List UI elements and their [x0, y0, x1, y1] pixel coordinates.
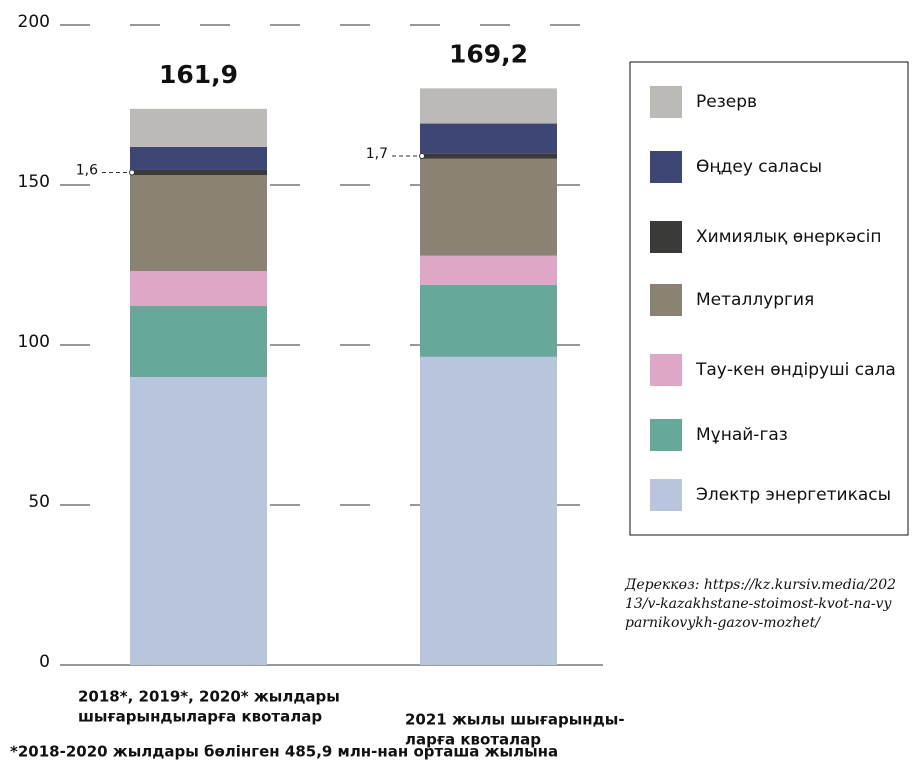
- bar-segment: [420, 158, 557, 256]
- bar-segment: [130, 305, 267, 377]
- total-label: 169,2: [449, 39, 528, 68]
- bar-segment: [420, 153, 557, 159]
- legend-label: Резерв: [696, 92, 757, 112]
- footnote: *2018-2020 жылдары бөлінген 485,9 млн-на…: [10, 743, 558, 761]
- y-tick-label: 100: [18, 332, 50, 352]
- legend-swatch: [650, 151, 682, 183]
- legend-label: Мұнай-газ: [696, 425, 788, 445]
- legend-swatch: [650, 86, 682, 118]
- bar-segment: [130, 377, 267, 665]
- bar-segment: [420, 123, 557, 154]
- legend-swatch: [650, 419, 682, 451]
- bar-segment: [420, 255, 557, 285]
- value-label: 1,7: [366, 146, 388, 162]
- legend-label: Тау-кен өндіруші сала: [695, 360, 896, 380]
- bar-segment: [130, 146, 267, 170]
- source: Дереккөз: https://kz.kursiv.media/202: [624, 577, 896, 593]
- x-tick-label: шығарындыларға квоталар: [78, 708, 322, 726]
- legend-label: Химиялық өнеркәсіп: [696, 227, 881, 247]
- bar-segment: [420, 284, 557, 357]
- bar-segment: [420, 356, 557, 665]
- bar-segment: [130, 271, 267, 306]
- x-tick-label: 2018*, 2019*, 2020* жылдары: [78, 688, 340, 706]
- source: parnikovykh-gazov-mozhet/: [625, 615, 821, 631]
- x-tick-label: 2021 жылы шығарынды-: [405, 711, 625, 729]
- legend-label: Өңдеу саласы: [696, 157, 822, 177]
- y-tick-label: 200: [18, 12, 50, 32]
- legend-label: Электр энергетикасы: [696, 485, 891, 505]
- y-tick-label: 150: [18, 172, 50, 192]
- total-label: 161,9: [159, 60, 238, 89]
- bar-segment: [130, 175, 267, 272]
- bar-segment: [130, 108, 267, 147]
- y-tick-label: 50: [28, 492, 50, 512]
- label-dot: [129, 169, 135, 176]
- bar-segment: [130, 169, 267, 176]
- legend-label: Металлургия: [696, 290, 814, 310]
- bar-segment: [420, 88, 557, 124]
- y-tick-label: 0: [39, 652, 50, 672]
- value-label: 1,6: [76, 163, 98, 179]
- label-dot: [419, 153, 425, 160]
- x-tick-label: ларға квоталар: [405, 731, 541, 749]
- source: 13/v-kazakhstane-stoimost-kvot-na-vy: [625, 596, 893, 612]
- legend-swatch: [650, 221, 682, 253]
- legend-swatch: [650, 479, 682, 511]
- legend-box: [629, 61, 909, 536]
- legend-swatch: [650, 354, 682, 386]
- legend-swatch: [650, 284, 682, 316]
